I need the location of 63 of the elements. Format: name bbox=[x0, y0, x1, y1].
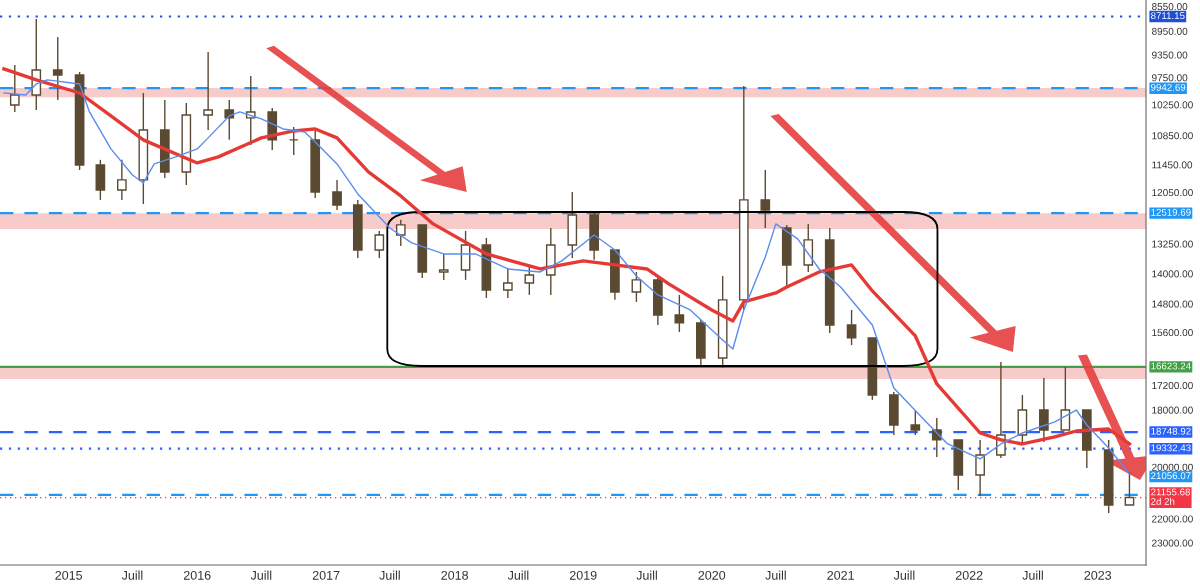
x-tick-label: 2015 bbox=[55, 570, 83, 580]
candlestick bbox=[1039, 377, 1049, 443]
candlestick bbox=[52, 36, 63, 101]
x-tick-label: Juill bbox=[507, 570, 529, 580]
x-tick-label: Juill bbox=[250, 570, 272, 580]
candlestick bbox=[674, 294, 685, 333]
x-tick-label: 2018 bbox=[441, 570, 469, 580]
candlestick bbox=[9, 64, 20, 113]
y-tick-label: 9350.00 bbox=[1152, 51, 1188, 59]
candlestick bbox=[846, 309, 857, 346]
x-tick-label: Juill bbox=[636, 570, 657, 580]
candlestick bbox=[203, 51, 213, 131]
x-tick-label: 2016 bbox=[183, 570, 211, 580]
y-tick-label: 18000.00 bbox=[1152, 406, 1193, 414]
candlestick bbox=[224, 99, 235, 141]
y-tick-label: 14000.00 bbox=[1152, 270, 1193, 278]
candlestick bbox=[760, 169, 771, 229]
candlestick bbox=[910, 409, 921, 436]
ref-line-label: 18748.92 bbox=[1151, 427, 1191, 435]
candlestick bbox=[245, 75, 256, 146]
x-tick-label: 2019 bbox=[569, 570, 597, 580]
ref-line-label: 9942.69 bbox=[1151, 83, 1186, 91]
y-tick-label: 22000.00 bbox=[1152, 515, 1193, 523]
candlestick bbox=[975, 439, 985, 497]
candlestick bbox=[117, 159, 127, 201]
candlestick bbox=[631, 271, 642, 303]
y-tick-label: 8950.00 bbox=[1151, 27, 1188, 35]
x-tick-label: Juill bbox=[379, 570, 400, 580]
x-tick-label: Juill bbox=[893, 570, 915, 580]
y-tick-label: 23000.00 bbox=[1152, 539, 1193, 547]
candlestick bbox=[374, 230, 385, 259]
x-tick-label: 2023 bbox=[1084, 570, 1112, 580]
y-tick-label: 11450.00 bbox=[1152, 161, 1193, 169]
ref-line-label: 12519.69 bbox=[1151, 208, 1191, 216]
ref-line-label: 21056.07 bbox=[1151, 472, 1191, 480]
candlestick bbox=[395, 219, 406, 247]
candlestick bbox=[931, 417, 942, 458]
ref-line-label: 8711.15 bbox=[1151, 12, 1185, 20]
x-tick-label: 2017 bbox=[312, 570, 340, 580]
ref-line-label: 21155.68 2d 2h bbox=[1151, 488, 1190, 505]
y-tick-label: 13250.00 bbox=[1152, 240, 1193, 248]
y-tick-label: 20000.00 bbox=[1152, 463, 1193, 471]
y-tick-label: 10850.00 bbox=[1152, 132, 1193, 140]
x-tick-label: 2022 bbox=[955, 570, 983, 580]
candlestick bbox=[502, 267, 513, 299]
ref-line-label: 19332.43 bbox=[1151, 444, 1191, 452]
candlestick bbox=[332, 179, 342, 211]
y-tick-label: 9750.00 bbox=[1152, 74, 1188, 82]
y-tick-label: 12050.00 bbox=[1152, 189, 1193, 197]
y-tick-label: 10250.00 bbox=[1152, 101, 1193, 109]
y-tick-label: 17200.00 bbox=[1152, 381, 1193, 390]
y-tick-label: 8550.00 bbox=[1151, 3, 1188, 11]
y-tick-label: 14800.00 bbox=[1152, 300, 1193, 308]
x-tick-label: 2020 bbox=[698, 570, 726, 580]
candlestick bbox=[438, 253, 449, 281]
candlestick bbox=[1060, 366, 1071, 431]
y-tick-label: 15600.00 bbox=[1152, 329, 1193, 337]
candlestick bbox=[1124, 471, 1135, 506]
x-tick-label: Juill bbox=[121, 570, 143, 580]
x-tick-label: Juill bbox=[765, 570, 786, 580]
ref-line-label: 16623.24 bbox=[1151, 362, 1191, 370]
x-tick-label: Juill bbox=[1022, 570, 1043, 580]
x-tick-label: 2021 bbox=[827, 570, 854, 580]
